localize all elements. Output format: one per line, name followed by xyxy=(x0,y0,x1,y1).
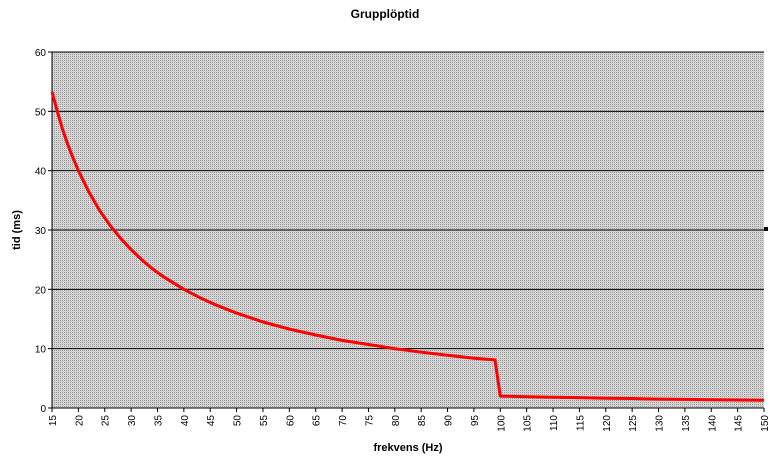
x-tick-label: 125 xyxy=(628,415,639,432)
x-tick-label: 140 xyxy=(707,415,718,432)
x-tick-label: 45 xyxy=(206,415,217,427)
x-tick-label: 90 xyxy=(444,415,455,427)
x-tick-label: 110 xyxy=(549,415,560,431)
x-tick-label: 25 xyxy=(101,415,112,427)
x-tick-label: 130 xyxy=(655,415,666,432)
x-tick-label: 30 xyxy=(127,415,138,427)
y-tick-label: 30 xyxy=(35,226,47,237)
x-tick-label: 85 xyxy=(417,415,428,427)
x-tick-label: 15 xyxy=(48,415,59,427)
x-tick-label: 105 xyxy=(523,415,534,432)
x-tick-label: 70 xyxy=(338,415,349,427)
y-tick-label: 40 xyxy=(35,167,47,178)
y-axis: 0 10 20 30 40 50 60 xyxy=(35,48,52,415)
x-tick-label: 80 xyxy=(391,415,402,427)
y-tick-label: 50 xyxy=(35,107,47,118)
x-tick-label: 75 xyxy=(364,415,375,427)
chart-title: Grupplöptid xyxy=(351,7,420,21)
x-tick-label: 40 xyxy=(180,415,191,427)
x-axis: 15 20 25 30 35 40 45 50 55 60 65 70 75 80 85 90 95 100 105… xyxy=(48,408,770,432)
x-tick-label: 150 xyxy=(760,415,770,432)
y-axis-label: tid (ms) xyxy=(11,210,23,250)
gridlines xyxy=(52,51,764,350)
series-line xyxy=(50,91,765,402)
x-tick-label: 100 xyxy=(496,415,507,432)
x-tick-label: 120 xyxy=(602,415,613,432)
x-tick-label: 20 xyxy=(74,415,85,427)
x-tick-label: 65 xyxy=(312,415,323,427)
x-axis-label: frekvens (Hz) xyxy=(373,442,442,454)
y-tick-label: 20 xyxy=(35,285,47,296)
x-tick-label: 60 xyxy=(285,415,296,427)
x-tick-label: 35 xyxy=(153,415,164,427)
edge-marker xyxy=(764,227,768,231)
y-tick-label: 60 xyxy=(35,48,47,59)
y-tick-label: 10 xyxy=(35,345,47,356)
y-tick-label: 0 xyxy=(40,404,46,415)
x-tick-label: 95 xyxy=(470,415,481,427)
x-tick-label: 50 xyxy=(233,415,244,427)
x-tick-label: 145 xyxy=(734,415,745,432)
x-tick-label: 135 xyxy=(681,415,692,432)
x-tick-label: 55 xyxy=(259,415,270,427)
x-tick-label: 115 xyxy=(575,415,586,431)
